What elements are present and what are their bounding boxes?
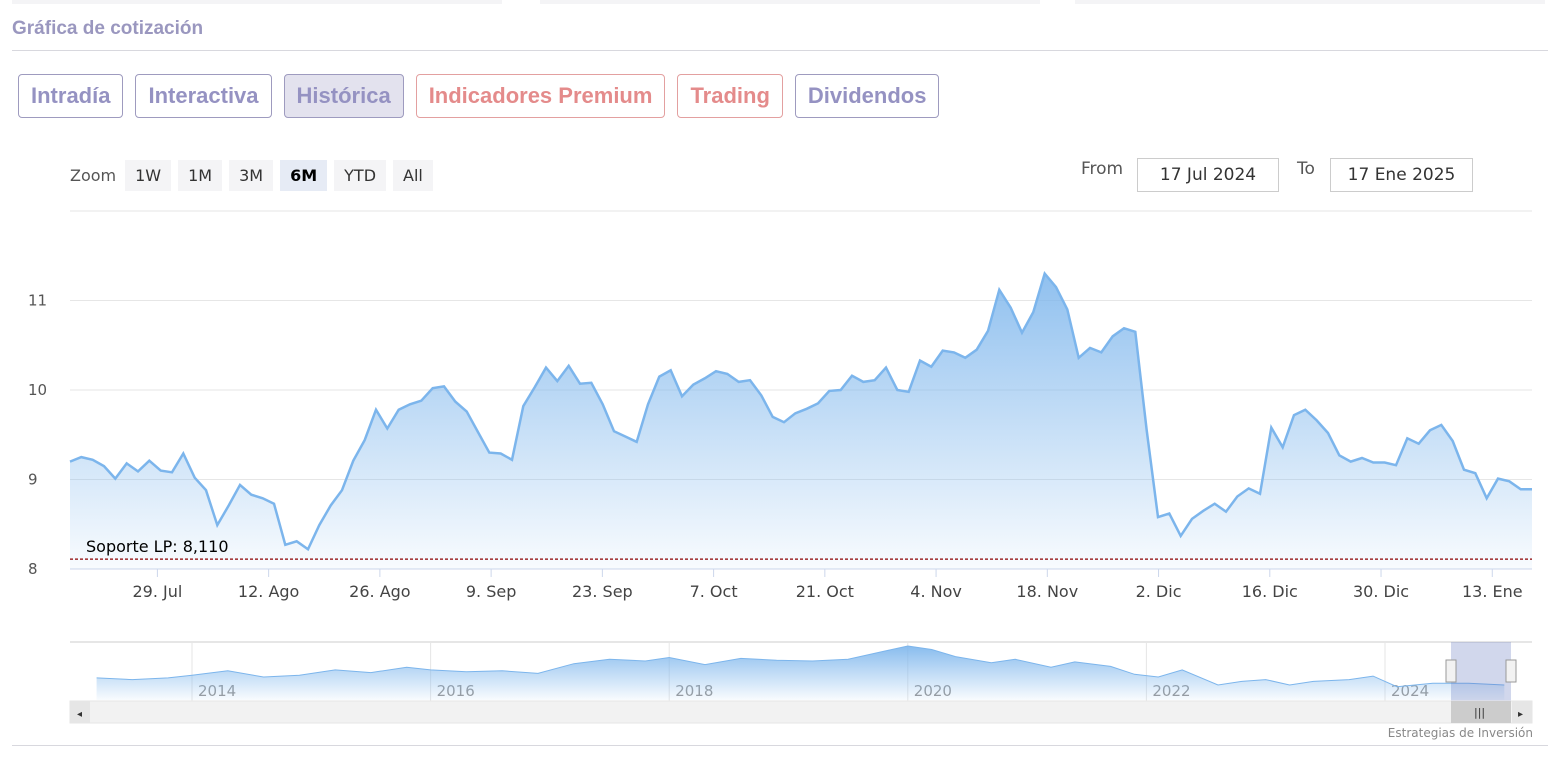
scrollbar-thumb[interactable] bbox=[1451, 701, 1511, 723]
scroll-right-arrow-icon: ▸ bbox=[1518, 709, 1523, 720]
x-tick-label: 4. Nov bbox=[910, 582, 962, 601]
divider bbox=[12, 50, 1548, 51]
price-line bbox=[69, 271, 1532, 552]
tab-dividendos[interactable]: Dividendos bbox=[794, 74, 940, 118]
from-date-input[interactable]: 17 Jul 2024 bbox=[1137, 158, 1279, 192]
scrollbar-grip-icon: ||| bbox=[1474, 706, 1485, 719]
tab-trading[interactable]: Trading bbox=[677, 74, 783, 118]
y-tick-label: 10 bbox=[28, 381, 47, 399]
zoom-1m-button[interactable]: 1M bbox=[178, 160, 223, 191]
tab-interactiva[interactable]: Interactiva bbox=[135, 74, 272, 118]
navigator-right-handle[interactable] bbox=[1505, 659, 1517, 683]
x-tick-label: 21. Oct bbox=[796, 582, 854, 601]
navigator-area bbox=[96, 646, 1505, 700]
x-tick-label: 16. Dic bbox=[1242, 582, 1298, 601]
section-title: Gráfica de cotización bbox=[12, 18, 204, 39]
x-tick-label: 23. Sep bbox=[572, 582, 633, 601]
y-tick-label: 11 bbox=[28, 292, 47, 310]
tab-intradia[interactable]: Intradía bbox=[18, 74, 124, 118]
navigator-left-handle[interactable] bbox=[1445, 659, 1457, 683]
tab-historica[interactable]: Histórica bbox=[283, 74, 404, 118]
zoom-1w-button[interactable]: 1W bbox=[125, 160, 172, 191]
top-strip bbox=[12, 0, 502, 4]
scroll-left-button[interactable] bbox=[70, 701, 90, 723]
x-tick-label: 12. Ago bbox=[238, 582, 299, 601]
x-tick-label: 7. Oct bbox=[690, 582, 738, 601]
navigator-selection[interactable] bbox=[1451, 642, 1511, 701]
zoom-all-button[interactable]: All bbox=[393, 160, 433, 191]
scroll-left-arrow-icon: ◂ bbox=[77, 709, 82, 720]
x-tick-label: 9. Sep bbox=[466, 582, 517, 601]
x-tick-label: 29. Jul bbox=[132, 582, 182, 601]
price-area bbox=[70, 273, 1532, 569]
to-label: To bbox=[1297, 159, 1315, 179]
navigator-line bbox=[96, 645, 1505, 688]
x-tick-label: 2. Dic bbox=[1136, 582, 1182, 601]
scrollbar-track[interactable] bbox=[69, 700, 1533, 724]
x-tick-label: 18. Nov bbox=[1016, 582, 1078, 601]
zoom-6m-button[interactable]: 6M bbox=[280, 160, 328, 191]
y-tick-label: 8 bbox=[28, 560, 38, 578]
chart-credit[interactable]: Estrategias de Inversión bbox=[1387, 726, 1533, 740]
from-label: From bbox=[1081, 159, 1124, 179]
x-tick-label: 13. Ene bbox=[1462, 582, 1523, 601]
zoom-ytd-button[interactable]: YTD bbox=[334, 160, 387, 191]
y-tick-label: 9 bbox=[28, 471, 38, 489]
divider bbox=[12, 745, 1548, 746]
x-tick-label: 26. Ago bbox=[349, 582, 410, 601]
chart-tabs: Intradía Interactiva Histórica Indicador… bbox=[18, 74, 940, 118]
zoom-selector: Zoom 1W 1M 3M 6M YTD All bbox=[70, 160, 433, 191]
top-strip bbox=[1075, 0, 1545, 4]
support-label: Soporte LP: 8,110 bbox=[86, 537, 229, 556]
x-tick-label: 30. Dic bbox=[1353, 582, 1409, 601]
to-date-input[interactable]: 17 Ene 2025 bbox=[1330, 158, 1473, 192]
top-strip bbox=[540, 0, 1040, 4]
scroll-right-button[interactable] bbox=[1512, 701, 1532, 723]
zoom-label: Zoom bbox=[70, 166, 117, 185]
tab-indicadores-premium[interactable]: Indicadores Premium bbox=[415, 74, 666, 118]
zoom-3m-button[interactable]: 3M bbox=[229, 160, 274, 191]
